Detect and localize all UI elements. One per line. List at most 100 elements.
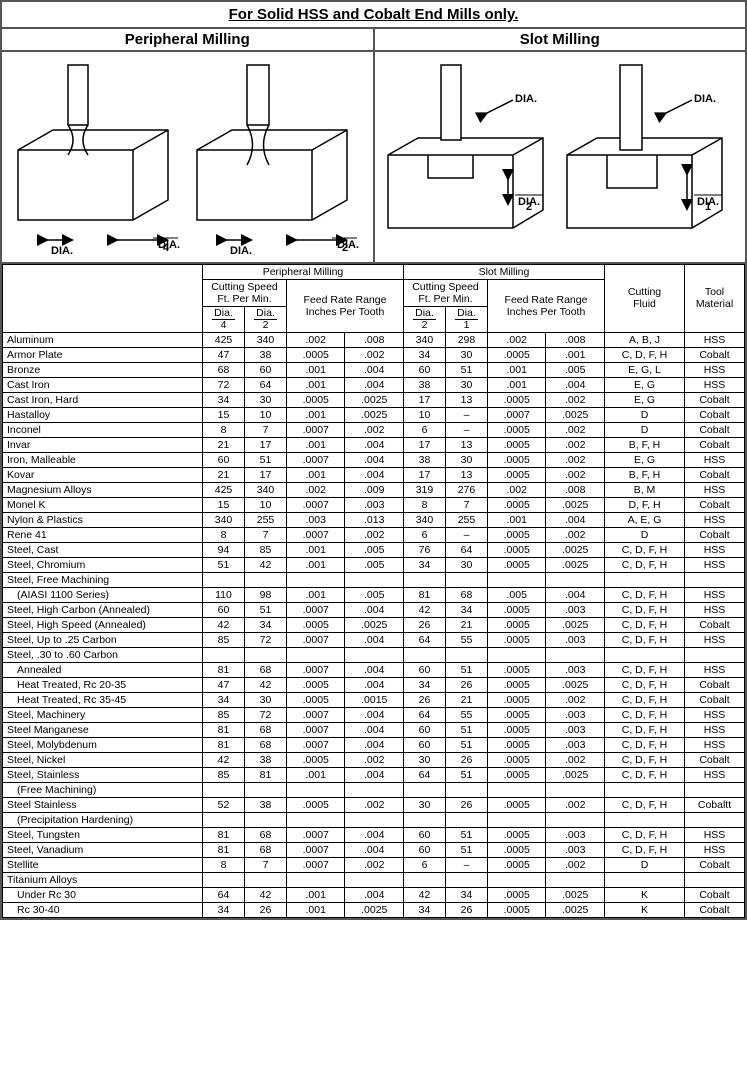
cell-q1: .0005 bbox=[487, 857, 545, 872]
page: For Solid HSS and Cobalt End Mills only.… bbox=[0, 0, 747, 920]
cell-cf: C, D, F, H bbox=[605, 797, 685, 812]
cell-s1: 298 bbox=[445, 332, 487, 347]
table-row: Rc 30-403426.001.00253426.0005.0025KCoba… bbox=[3, 902, 745, 917]
cell-tm: Cobalt bbox=[685, 497, 745, 512]
table-row: Steel Manganese8168.0007.0046051.0005.00… bbox=[3, 722, 745, 737]
table-row: (Free Machining) bbox=[3, 782, 745, 797]
cell-q1: .0005 bbox=[487, 842, 545, 857]
material-cell: Heat Treated, Rc 20-35 bbox=[3, 677, 203, 692]
cell-cf: C, D, F, H bbox=[605, 587, 685, 602]
cell-s2: 8 bbox=[403, 497, 445, 512]
cell-q2: .0025 bbox=[546, 677, 605, 692]
cell-d4: 81 bbox=[203, 722, 245, 737]
cell-s1: – bbox=[445, 407, 487, 422]
cell-p1: .001 bbox=[287, 587, 345, 602]
cell-s2: 60 bbox=[403, 842, 445, 857]
material-cell: Rene 41 bbox=[3, 527, 203, 542]
cell-s1: 51 bbox=[445, 362, 487, 377]
table-row: Stellite87.0007.0026–.0005.002DCobalt bbox=[3, 857, 745, 872]
cell-q1: .0005 bbox=[487, 737, 545, 752]
cell-q1: .0005 bbox=[487, 602, 545, 617]
cell-q1: .0005 bbox=[487, 437, 545, 452]
cell-cf: C, D, F, H bbox=[605, 662, 685, 677]
cell-p2: .004 bbox=[345, 737, 404, 752]
table-row: Heat Treated, Rc 35-453430.0005.00152621… bbox=[3, 692, 745, 707]
table-row: Hastalloy1510.001.002510–.0007.0025DCoba… bbox=[3, 407, 745, 422]
cell-d2: 38 bbox=[245, 797, 287, 812]
material-cell: Steel, Nickel bbox=[3, 752, 203, 767]
cell-s2: 60 bbox=[403, 827, 445, 842]
cell-cf: B, F, H bbox=[605, 437, 685, 452]
cell-q2: .008 bbox=[546, 482, 605, 497]
cell-q1: .001 bbox=[487, 512, 545, 527]
cell-d2: 255 bbox=[245, 512, 287, 527]
cell-s2: 42 bbox=[403, 887, 445, 902]
cell-q1: .0005 bbox=[487, 347, 545, 362]
cell-s2: 6 bbox=[403, 422, 445, 437]
cell-p2: .004 bbox=[345, 452, 404, 467]
table-row: Cast Iron7264.001.0043830.001.004E, GHSS bbox=[3, 377, 745, 392]
cell-d2: 26 bbox=[245, 902, 287, 917]
cell-s2: 76 bbox=[403, 542, 445, 557]
cell-d2: 42 bbox=[245, 557, 287, 572]
cell-s1: 7 bbox=[445, 497, 487, 512]
cell-q2: .0025 bbox=[546, 767, 605, 782]
cell-p2: .004 bbox=[345, 827, 404, 842]
table-row: Steel, High Speed (Annealed)4234.0005.00… bbox=[3, 617, 745, 632]
cell-tm: HSS bbox=[685, 377, 745, 392]
cell-q1: .0005 bbox=[487, 827, 545, 842]
cell-q1: .0005 bbox=[487, 452, 545, 467]
cell-tm: HSS bbox=[685, 587, 745, 602]
cell-p1: .001 bbox=[287, 377, 345, 392]
cell-q2: .0025 bbox=[546, 887, 605, 902]
cell-p2: .003 bbox=[345, 497, 404, 512]
cell-s1: 30 bbox=[445, 377, 487, 392]
cell-q2: .003 bbox=[546, 632, 605, 647]
material-cell: Steel, Stainless bbox=[3, 767, 203, 782]
svg-text:1: 1 bbox=[705, 201, 711, 213]
cell-p1: .0005 bbox=[287, 347, 345, 362]
cell-s2: 34 bbox=[403, 677, 445, 692]
slot-title: Slot Milling bbox=[375, 29, 746, 50]
cell-q2: .004 bbox=[546, 587, 605, 602]
cell-tm: Cobalt bbox=[685, 752, 745, 767]
cell-q2: .004 bbox=[546, 512, 605, 527]
cell-s1: 51 bbox=[445, 737, 487, 752]
cell-d4: 81 bbox=[203, 662, 245, 677]
cell-d4: 425 bbox=[203, 332, 245, 347]
cell-p1: .0007 bbox=[287, 662, 345, 677]
cell-d4: 15 bbox=[203, 407, 245, 422]
hdr-pm: Peripheral Milling bbox=[203, 265, 404, 280]
hdr-cf: CuttingFluid bbox=[605, 265, 685, 333]
cell-p2: .004 bbox=[345, 602, 404, 617]
material-cell: Steel, Machinery bbox=[3, 707, 203, 722]
cell-q1: .0005 bbox=[487, 902, 545, 917]
cell-q2: .0025 bbox=[546, 902, 605, 917]
cell-p1: .0007 bbox=[287, 422, 345, 437]
material-cell: Armor Plate bbox=[3, 347, 203, 362]
cell-s1: 51 bbox=[445, 662, 487, 677]
table-row: Steel, Nickel4238.0005.0023026.0005.002C… bbox=[3, 752, 745, 767]
cell-cf: C, D, F, H bbox=[605, 737, 685, 752]
cell-cf: C, D, F, H bbox=[605, 602, 685, 617]
cell-p2: .004 bbox=[345, 707, 404, 722]
cell-d4: 42 bbox=[203, 752, 245, 767]
cell-d4: 340 bbox=[203, 512, 245, 527]
cell-q2: .002 bbox=[546, 422, 605, 437]
cell-p1: .001 bbox=[287, 542, 345, 557]
cell-d2: 68 bbox=[245, 662, 287, 677]
cell-s1: 26 bbox=[445, 677, 487, 692]
cell-cf: C, D, F, H bbox=[605, 692, 685, 707]
cell-s2: 64 bbox=[403, 632, 445, 647]
material-cell: Under Rc 30 bbox=[3, 887, 203, 902]
cell-p1: .001 bbox=[287, 407, 345, 422]
cell-p2: .002 bbox=[345, 422, 404, 437]
cell-d2: 38 bbox=[245, 752, 287, 767]
cell-d4: 68 bbox=[203, 362, 245, 377]
material-cell: Steel Manganese bbox=[3, 722, 203, 737]
cell-s1: 51 bbox=[445, 767, 487, 782]
cell-d4: 51 bbox=[203, 557, 245, 572]
cell-tm: HSS bbox=[685, 632, 745, 647]
cell-tm: HSS bbox=[685, 662, 745, 677]
cell-s2: 26 bbox=[403, 617, 445, 632]
